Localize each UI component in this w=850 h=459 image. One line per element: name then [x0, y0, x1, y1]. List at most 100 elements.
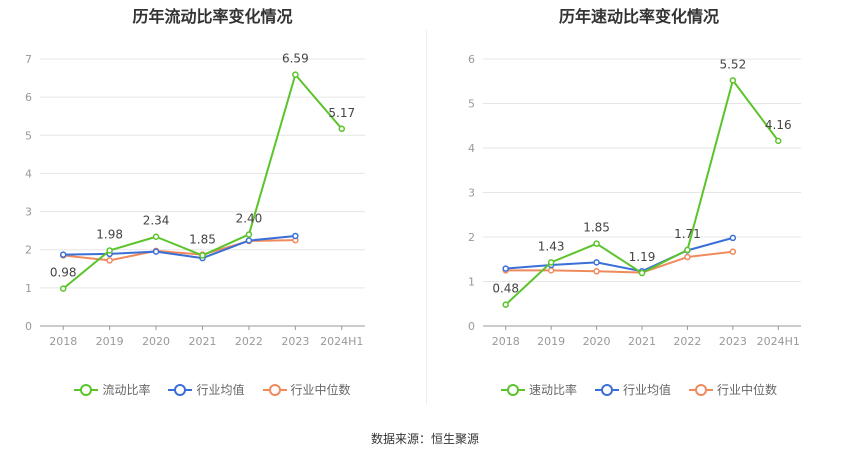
data-point — [684, 246, 691, 254]
series-line — [505, 250, 733, 274]
legend-item[interactable]: 速动比率 — [500, 381, 577, 398]
legend-swatch-icon — [500, 383, 525, 397]
chart-plot: 0 1 2 3 4 5 6 2018 2019 2020 2021 2022 2023 2024H1 0.4… — [468, 53, 801, 348]
data-point — [199, 252, 206, 259]
chart-title: 历年流动比率变化情况 — [132, 7, 293, 26]
data-point — [59, 285, 67, 292]
data-point — [245, 231, 253, 238]
data-label: 5.17 — [328, 106, 355, 120]
data-point — [502, 301, 509, 308]
legend-dot — [600, 383, 613, 396]
data-point — [59, 251, 67, 258]
chart-legend: 速动比率 行业均值 行业中位数 — [428, 381, 850, 398]
series-line — [63, 234, 296, 260]
data-point — [638, 269, 646, 277]
y-tick-label: 1 — [468, 276, 475, 289]
data-point — [729, 77, 737, 84]
data-point — [775, 137, 782, 145]
data-label: 1.98 — [96, 227, 123, 241]
data-point — [152, 233, 160, 240]
y-tick-label: 2 — [468, 231, 475, 244]
legend-swatch-icon — [594, 383, 619, 397]
data-label: 1.85 — [189, 232, 216, 246]
y-tick-label: 4 — [468, 142, 475, 155]
panel-divider — [426, 30, 427, 405]
legend-label: 行业中位数 — [717, 383, 778, 397]
data-point — [502, 265, 509, 272]
chart-legend: 流动比率 行业均值 行业中位数 — [0, 381, 425, 398]
series-line — [63, 239, 296, 262]
y-tick-label: 6 — [25, 91, 32, 104]
x-tick-label: 2019 — [537, 335, 565, 348]
legend-label: 行业中位数 — [290, 383, 351, 397]
data-point — [152, 248, 160, 255]
chart-title: 历年速动比率变化情况 — [558, 7, 719, 26]
x-tick-label: 2023 — [281, 335, 309, 348]
x-tick-label: 2018 — [492, 335, 520, 348]
legend-label: 流动比率 — [102, 383, 151, 397]
y-tick-label: 5 — [468, 98, 475, 111]
legend-dot — [268, 383, 281, 396]
data-point — [684, 253, 691, 261]
data-label: 6.59 — [282, 52, 309, 66]
x-tick-label: 2022 — [673, 335, 701, 348]
data-label: 2.40 — [236, 211, 263, 225]
data-label: 0.98 — [50, 266, 77, 280]
chart-plot: 0 1 2 3 4 5 6 7 2018 2019 2020 2021 2022 2023 2024H1 0.… — [25, 52, 365, 348]
x-tick-label: 2023 — [719, 335, 747, 348]
data-source-note: 数据来源：恒生聚源 — [370, 432, 479, 446]
x-tick-label: 2022 — [235, 335, 263, 348]
quick-ratio-chart: 历年速动比率变化情况 0 1 2 3 4 5 6 2018 2019 2020 2021 2022 20… — [428, 0, 850, 410]
legend-item[interactable]: 行业均值 — [594, 381, 671, 398]
legend-label: 行业均值 — [622, 383, 671, 397]
legend-dot — [506, 383, 519, 396]
data-point — [106, 257, 113, 264]
data-label: 1.19 — [629, 250, 656, 264]
data-point — [106, 247, 113, 254]
x-tick-label: 2019 — [96, 335, 124, 348]
legend-swatch-icon — [262, 383, 287, 397]
legend-dot — [80, 383, 93, 396]
y-tick-label: 3 — [25, 206, 32, 219]
y-tick-label: 6 — [468, 53, 475, 66]
legend-swatch-icon — [74, 383, 99, 397]
data-label: 0.48 — [492, 282, 519, 296]
legend-swatch-icon — [168, 383, 193, 397]
x-tick-label: 2021 — [189, 335, 217, 348]
x-tick-label: 2024H1 — [757, 335, 800, 348]
legend-item[interactable]: 流动比率 — [74, 381, 150, 398]
y-tick-label: 5 — [25, 129, 32, 142]
data-point — [593, 268, 600, 275]
data-label: 1.43 — [538, 239, 565, 253]
x-tick-label: 2021 — [628, 335, 656, 348]
data-point — [292, 71, 299, 78]
y-tick-label: 2 — [25, 244, 32, 257]
data-label: 1.71 — [674, 227, 701, 241]
legend-label: 速动比率 — [528, 383, 577, 397]
data-point — [338, 125, 346, 133]
y-tick-label: 1 — [25, 282, 32, 295]
x-tick-label: 2024H1 — [320, 335, 363, 348]
y-tick-label: 0 — [25, 320, 32, 333]
data-point — [245, 237, 253, 244]
data-point — [593, 240, 600, 247]
x-tick-label: 2020 — [142, 335, 170, 348]
data-point — [292, 232, 299, 240]
x-tick-label: 2020 — [583, 335, 611, 348]
data-label: 2.34 — [143, 214, 170, 228]
legend-dot — [174, 383, 187, 396]
legend-label: 行业均值 — [196, 383, 245, 397]
legend-swatch-icon — [689, 383, 713, 397]
data-point — [547, 267, 555, 274]
legend-item[interactable]: 行业中位数 — [689, 381, 777, 398]
data-point — [729, 248, 737, 255]
current-ratio-chart: 历年流动比率变化情况 0 1 2 3 4 5 6 7 2018 2019 2020 2021 2022 2… — [0, 0, 425, 410]
data-point — [547, 259, 555, 266]
y-tick-label: 3 — [468, 187, 475, 200]
legend-item[interactable]: 行业中位数 — [262, 381, 351, 398]
legend-item[interactable]: 行业均值 — [168, 381, 245, 398]
series-line — [505, 236, 734, 273]
x-tick-label: 2018 — [49, 335, 77, 348]
data-label: 5.52 — [719, 57, 746, 71]
data-point — [729, 234, 737, 242]
